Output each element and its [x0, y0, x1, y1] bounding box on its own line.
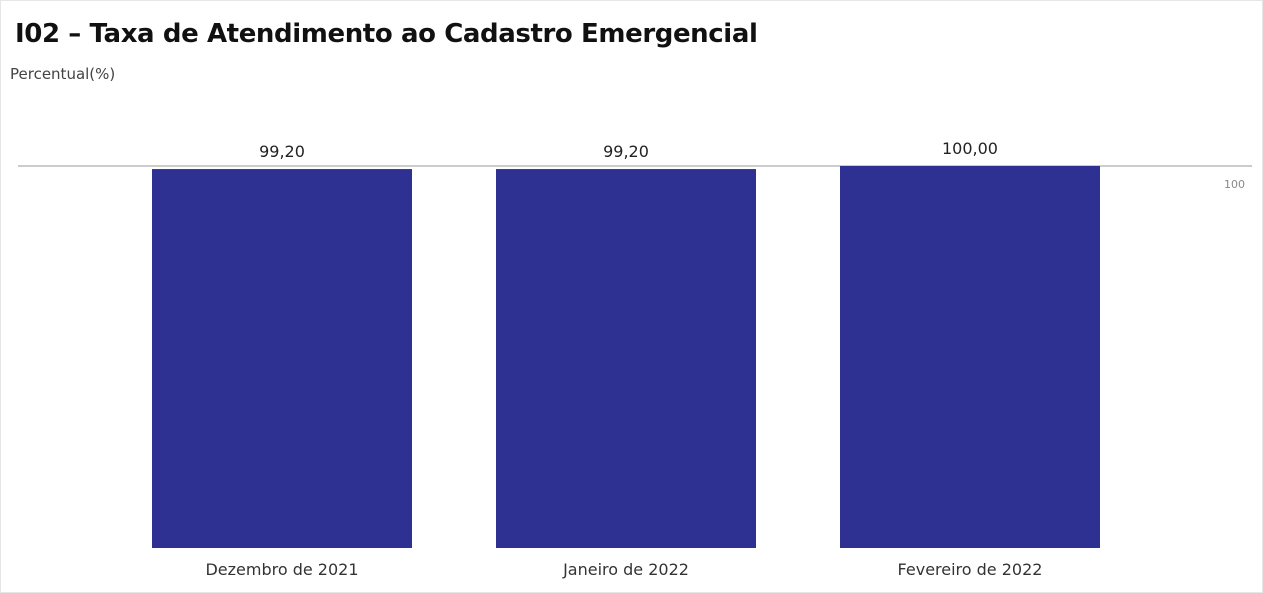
data-labels: 99,20 99,20 100,00: [259, 139, 998, 161]
y-tick-label: 100: [1224, 178, 1245, 191]
x-tick-label: Dezembro de 2021: [205, 560, 358, 579]
bars: [152, 166, 1100, 548]
x-tick-label: Fevereiro de 2022: [898, 560, 1043, 579]
chart-title: I02 – Taxa de Atendimento ao Cadastro Em…: [15, 19, 758, 49]
y-axis-ticks: 100: [1224, 178, 1245, 191]
data-label: 99,20: [259, 142, 305, 161]
x-tick-label: Janeiro de 2022: [562, 560, 689, 579]
x-axis-ticks: Dezembro de 2021 Janeiro de 2022 Fevereiro…: [205, 560, 1042, 579]
bar[interactable]: [496, 169, 756, 548]
bar[interactable]: [840, 166, 1100, 548]
y-axis-label: Percentual(%): [10, 65, 116, 83]
bar[interactable]: [152, 169, 412, 548]
data-label: 99,20: [603, 142, 649, 161]
data-label: 100,00: [942, 139, 998, 158]
